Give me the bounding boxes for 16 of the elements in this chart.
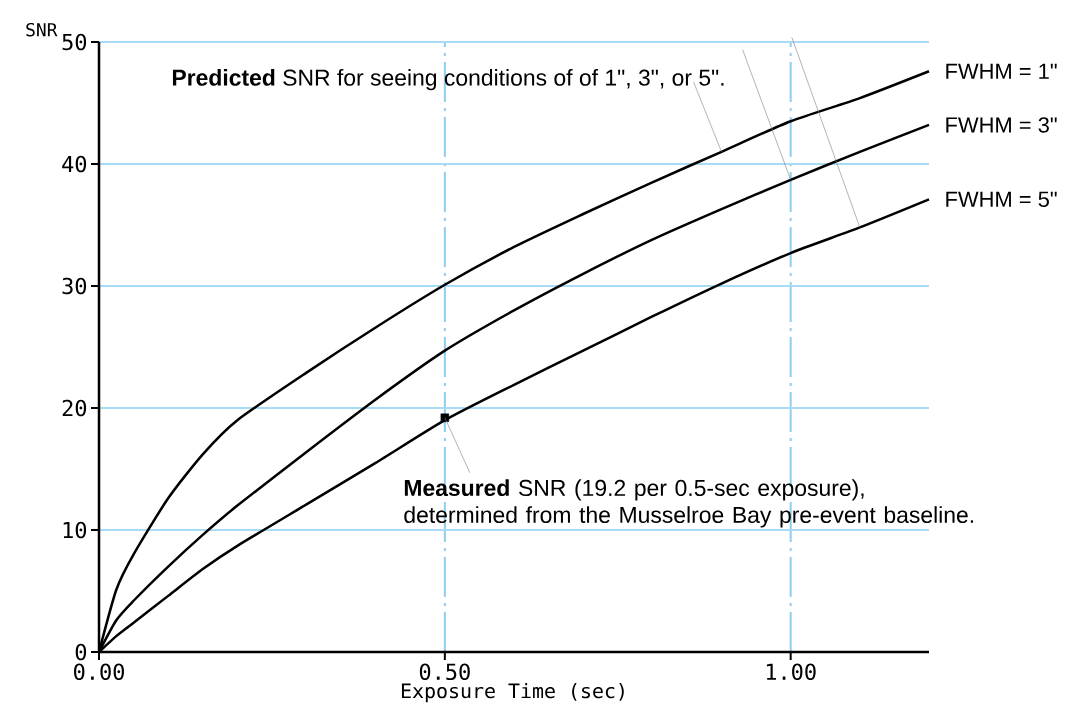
y-tick-label: 50 xyxy=(62,33,87,51)
y-tick-label: 0 xyxy=(75,643,87,661)
series-label: FWHM = 5" xyxy=(946,191,1057,208)
series-label: FWHM = 1" xyxy=(946,63,1057,79)
y-axis-title: SNR xyxy=(26,22,58,37)
y-tick-label: 20 xyxy=(62,399,87,417)
x-tick-label: 0.00 xyxy=(74,663,124,681)
annotation: Predicted SNR for seeing conditions of of 1", 3", or 5". xyxy=(172,68,724,91)
x-tick-label: 0.50 xyxy=(419,663,470,681)
y-tick-label: 10 xyxy=(63,521,87,539)
x-tick-label: 1.00 xyxy=(766,663,816,681)
series-label: FWHM = 3" xyxy=(946,117,1057,133)
y-tick-label: 40 xyxy=(62,155,87,173)
x-axis-title: Exposure Time (sec) xyxy=(401,682,624,703)
annotation: Measured SNR (19.2 per 0.5-sec exposure), determined from the Musselroe Bay pre-event baseline. xyxy=(404,479,974,528)
y-tick-label: 30 xyxy=(62,277,87,295)
